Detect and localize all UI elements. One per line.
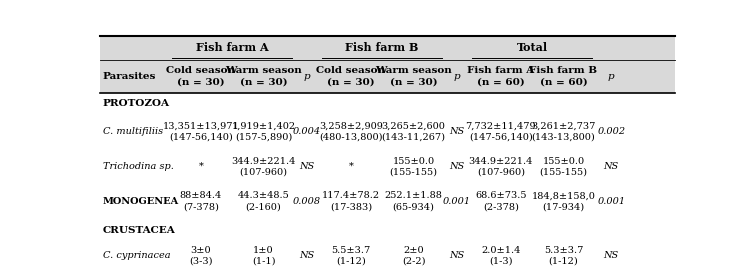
Text: 7,732±11,479
(147-56,140): 7,732±11,479 (147-56,140) xyxy=(466,122,536,142)
Text: NS: NS xyxy=(299,251,314,260)
Text: 0.002: 0.002 xyxy=(597,127,625,136)
Text: 252.1±1.88
(65-934): 252.1±1.88 (65-934) xyxy=(385,191,442,211)
Text: 5.3±3.7
(1-12): 5.3±3.7 (1-12) xyxy=(544,246,583,266)
Text: Total: Total xyxy=(516,42,548,53)
Text: C. multifiliis: C. multifiliis xyxy=(103,127,163,136)
Text: 344.9±221.4
(107-960): 344.9±221.4 (107-960) xyxy=(231,156,296,177)
Text: 0.008: 0.008 xyxy=(293,197,321,206)
Text: 184,8±158,0
(17-934): 184,8±158,0 (17-934) xyxy=(531,191,596,211)
Text: C. cyprinacea: C. cyprinacea xyxy=(103,251,170,260)
Text: Warm season
(n = 30): Warm season (n = 30) xyxy=(225,66,302,86)
Text: PROTOZOA: PROTOZOA xyxy=(103,99,169,107)
Text: Fish farm A
(n = 60): Fish farm A (n = 60) xyxy=(467,66,534,86)
Text: Trichodina sp.: Trichodina sp. xyxy=(103,162,174,171)
Text: 1,919±1,402
(157-5,890): 1,919±1,402 (157-5,890) xyxy=(231,122,296,142)
Text: 0.001: 0.001 xyxy=(597,197,625,206)
Text: 3,265±2,600
(143-11,267): 3,265±2,600 (143-11,267) xyxy=(382,122,445,142)
Text: *: * xyxy=(198,162,203,171)
Text: NS: NS xyxy=(604,162,619,171)
Text: 344.9±221.4
(107-960): 344.9±221.4 (107-960) xyxy=(469,156,533,177)
Text: 0.004: 0.004 xyxy=(293,127,321,136)
Text: 5.5±3.7
(1-12): 5.5±3.7 (1-12) xyxy=(331,246,370,266)
Text: MONOGENEA: MONOGENEA xyxy=(103,197,179,206)
Bar xyxy=(101,36,674,60)
Text: Fish farm A: Fish farm A xyxy=(196,42,268,53)
Text: 0.001: 0.001 xyxy=(443,197,471,206)
Text: 68.6±73.5
(2-378): 68.6±73.5 (2-378) xyxy=(475,191,527,211)
Text: NS: NS xyxy=(604,251,619,260)
Text: Cold season
(n = 30): Cold season (n = 30) xyxy=(166,66,235,86)
Text: CRUSTACEA: CRUSTACEA xyxy=(103,226,175,235)
Text: NS: NS xyxy=(299,162,314,171)
Text: 3±0
(3-3): 3±0 (3-3) xyxy=(189,246,212,266)
Text: 155±0.0
(155-155): 155±0.0 (155-155) xyxy=(389,156,438,177)
Bar xyxy=(101,60,674,93)
Text: p: p xyxy=(608,72,615,81)
Text: 117.4±78.2
(17-383): 117.4±78.2 (17-383) xyxy=(322,191,380,211)
Text: 3,261±2,737
(143-13,800): 3,261±2,737 (143-13,800) xyxy=(531,122,596,142)
Text: 13,351±13,971
(147-56,140): 13,351±13,971 (147-56,140) xyxy=(163,122,239,142)
Text: Fish farm B: Fish farm B xyxy=(345,42,419,53)
Text: 1±0
(1-1): 1±0 (1-1) xyxy=(252,246,275,266)
Text: NS: NS xyxy=(450,127,465,136)
Text: 155±0.0
(155-155): 155±0.0 (155-155) xyxy=(540,156,587,177)
Text: 2.0±1.4
(1-3): 2.0±1.4 (1-3) xyxy=(481,246,521,266)
Text: Warm season
(n = 30): Warm season (n = 30) xyxy=(375,66,452,86)
Text: NS: NS xyxy=(450,162,465,171)
Text: 2±0
(2-2): 2±0 (2-2) xyxy=(401,246,426,266)
Text: p: p xyxy=(454,72,460,81)
Text: NS: NS xyxy=(450,251,465,260)
Text: *: * xyxy=(349,162,353,171)
Text: 44.3±48.5
(2-160): 44.3±48.5 (2-160) xyxy=(237,191,290,211)
Text: Parasites: Parasites xyxy=(103,72,156,81)
Text: 88±84.4
(7-378): 88±84.4 (7-378) xyxy=(180,191,222,211)
Text: Cold season
(n = 30): Cold season (n = 30) xyxy=(316,66,386,86)
Text: p: p xyxy=(304,72,311,81)
Text: Fish farm B
(n = 60): Fish farm B (n = 60) xyxy=(529,66,597,86)
Text: 3,258±2,909
(480-13,800): 3,258±2,909 (480-13,800) xyxy=(319,122,383,142)
